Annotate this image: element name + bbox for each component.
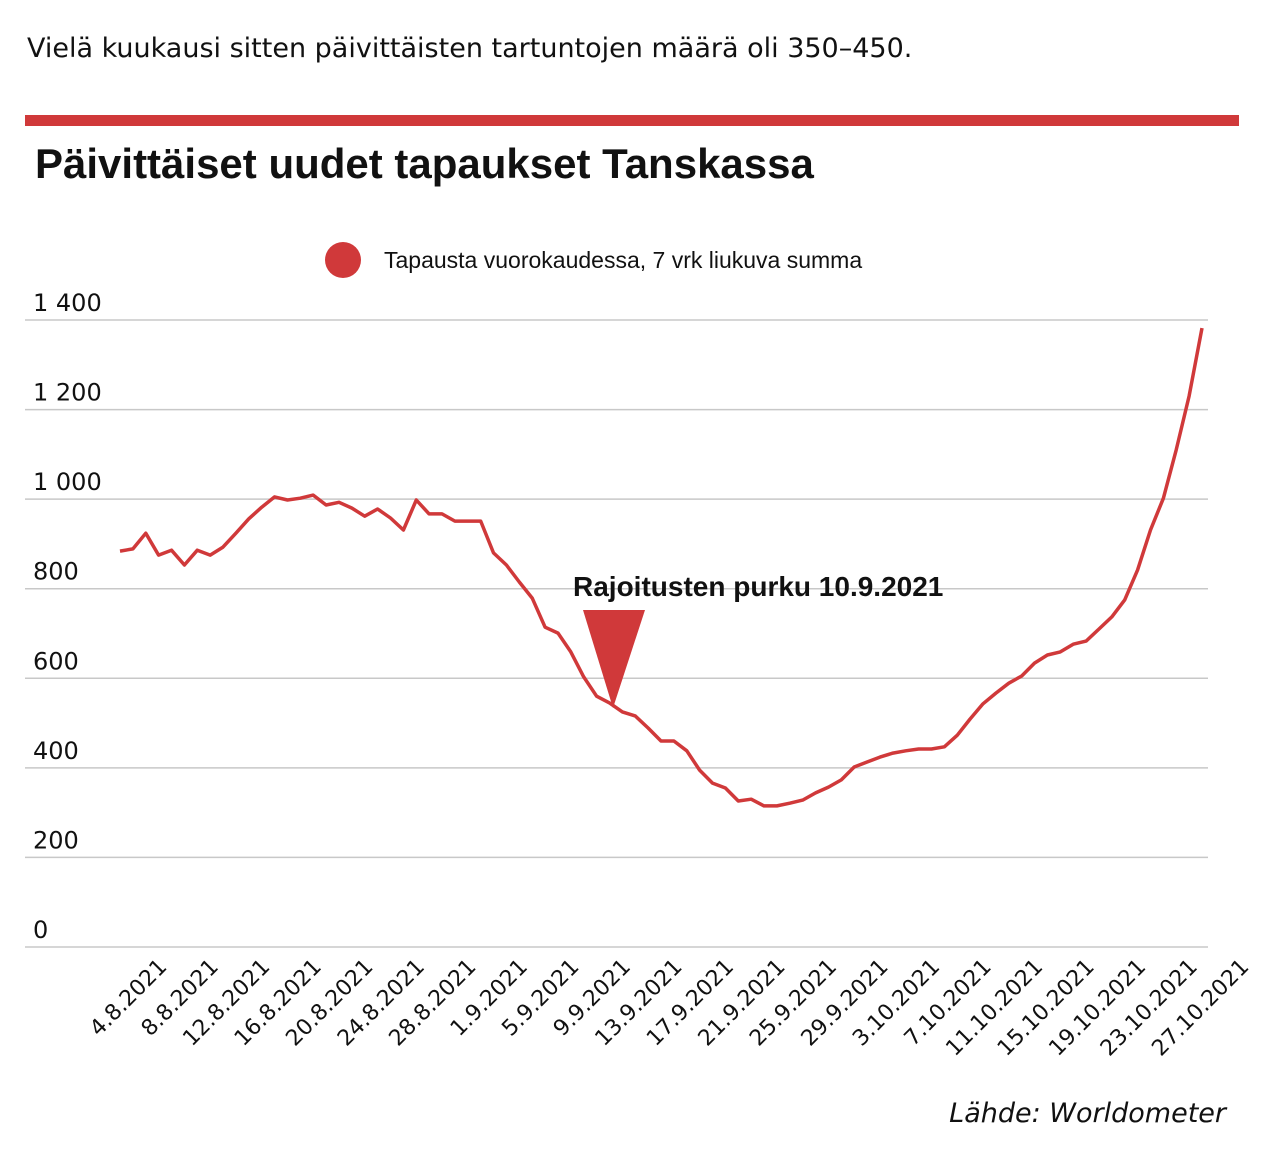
y-tick-label: 800: [33, 558, 79, 586]
legend-swatch: [325, 242, 361, 278]
y-tick-label: 1 000: [33, 468, 102, 496]
y-tick-label: 200: [33, 826, 79, 854]
source: Lähde: Worldometer: [949, 1098, 1228, 1129]
subtitle: Vielä kuukausi sitten päivittäisten tart…: [27, 33, 912, 64]
annotation: Rajoitusten purku 10.9.2021: [573, 571, 943, 602]
header-bar: [25, 115, 1239, 126]
line: [119, 327, 1204, 808]
y-tick-label: 1 400: [33, 289, 102, 317]
legend-label: Tapausta vuorokaudessa, 7 vrk liukuva su…: [384, 247, 862, 273]
chart-title: Päivittäiset uudet tapaukset Tanskassa: [35, 140, 815, 187]
y-tick-label: 1 200: [33, 379, 102, 407]
y-tick-label: 400: [33, 737, 79, 765]
annotation-marker: [583, 610, 645, 708]
y-tick-label: 600: [33, 647, 79, 675]
y-tick-label: 0: [33, 916, 48, 944]
